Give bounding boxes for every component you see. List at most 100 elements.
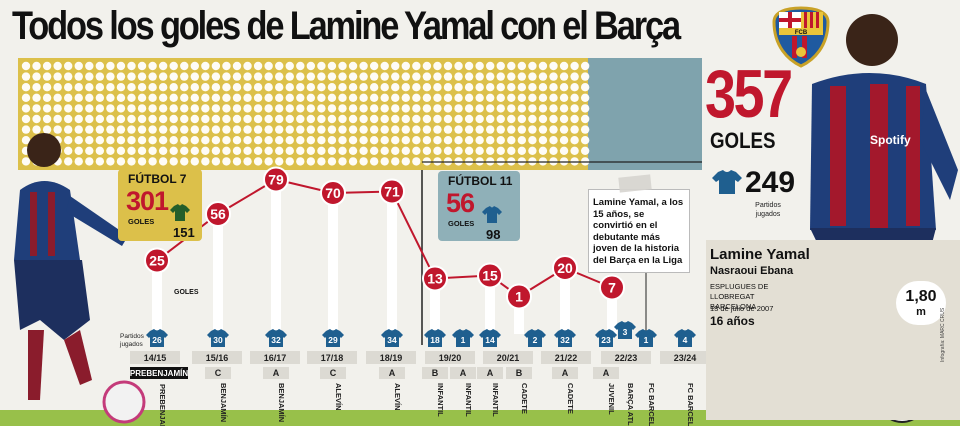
goal-dot-futbol7 xyxy=(222,61,231,71)
goal-dot-futbol7 xyxy=(106,72,115,81)
goal-dot-futbol7 xyxy=(348,114,358,124)
goal-column xyxy=(328,193,338,334)
goal-dot-futbol7 xyxy=(42,114,52,124)
goal-dot-futbol7 xyxy=(380,72,389,81)
goal-dot-futbol7 xyxy=(517,104,527,113)
category-label: BENJAMÍN xyxy=(277,383,286,422)
goal-dot-futbol7 xyxy=(412,61,421,71)
goal-dot-futbol7 xyxy=(148,61,157,71)
goal-dot-futbol7 xyxy=(559,146,569,155)
goal-dot-futbol7 xyxy=(243,83,252,92)
shirt-icon xyxy=(452,329,474,347)
goal-value-label: 71 xyxy=(384,184,400,200)
goal-dot-futbol7 xyxy=(359,146,368,155)
goal-dot-futbol7 xyxy=(306,61,316,71)
goal-dot-futbol7 xyxy=(85,104,94,113)
goal-dot-futbol7 xyxy=(63,125,73,134)
goal-dot-futbol7 xyxy=(95,157,105,166)
goal-column xyxy=(387,191,397,334)
goal-dot-futbol7 xyxy=(243,104,252,113)
matches-value-label: 1 xyxy=(461,335,466,345)
goal-dot-futbol7 xyxy=(106,114,115,124)
futbol11-label: FÚTBOL 11 xyxy=(448,174,513,188)
kid-shorts xyxy=(14,260,90,340)
goal-dot-futbol7 xyxy=(306,72,316,81)
kid-arm xyxy=(66,196,128,246)
goal-dot-futbol7 xyxy=(201,125,210,134)
goal-dot-futbol7 xyxy=(327,136,337,145)
season-label: 16/17 xyxy=(264,353,287,363)
goal-dot-futbol7 xyxy=(338,157,347,166)
goal-dot-futbol7 xyxy=(464,72,474,81)
season-label: 19/20 xyxy=(439,353,462,363)
goal-dot-futbol7 xyxy=(422,72,432,81)
matches-row-label: Partidos jugados xyxy=(120,333,144,348)
goal-dot-futbol7 xyxy=(180,83,189,92)
goal-dot-futbol7 xyxy=(580,114,590,124)
goal-dot-futbol7 xyxy=(180,125,189,134)
shirt-icon xyxy=(381,329,403,347)
goal-dot-futbol7 xyxy=(85,61,94,71)
goal-dot-futbol7 xyxy=(285,72,294,81)
goal-dot-futbol7 xyxy=(517,93,527,103)
goal-dot-futbol7 xyxy=(338,146,347,155)
goal-dot-futbol7 xyxy=(148,114,157,124)
goal-value-label: 13 xyxy=(427,271,443,287)
category-code-cell xyxy=(506,367,532,379)
goal-dot-futbol7 xyxy=(412,136,421,145)
futbol11-box xyxy=(438,171,520,241)
goal-dot-futbol7 xyxy=(243,93,252,103)
goal-dot-futbol7 xyxy=(85,72,94,81)
goal-dot-futbol7 xyxy=(348,136,358,145)
matches-value-label: 1 xyxy=(644,335,649,345)
goal-dot-futbol7 xyxy=(63,93,73,103)
goal-dot-futbol7 xyxy=(570,104,579,113)
goal-dot-futbol7 xyxy=(127,157,136,166)
goal-dot-futbol7 xyxy=(296,146,305,155)
goal-dot-futbol7 xyxy=(180,61,189,71)
goal-dot-futbol7 xyxy=(253,104,263,113)
goal-dot-futbol7 xyxy=(222,83,231,92)
goal-dot-futbol7 xyxy=(348,104,358,113)
goal-dot-futbol7 xyxy=(232,146,242,155)
goal-dot-futbol7 xyxy=(116,61,126,71)
goal-dot-futbol7 xyxy=(570,61,579,71)
goal-dot-futbol7 xyxy=(296,72,305,81)
goal-dot-futbol7 xyxy=(338,72,347,81)
goal-dot-futbol7 xyxy=(63,83,73,92)
goal-dot-futbol7 xyxy=(74,157,83,166)
goal-point xyxy=(320,180,346,206)
goal-dot-futbol7 xyxy=(580,61,590,71)
goal-dot-futbol7 xyxy=(580,72,590,81)
season-cell xyxy=(541,351,591,364)
goal-dot-futbol7 xyxy=(232,72,242,81)
goal-dot-futbol7 xyxy=(127,72,136,81)
goal-dot-futbol7 xyxy=(559,136,569,145)
category-code-label: A xyxy=(273,368,280,378)
goal-dot-futbol7 xyxy=(106,93,115,103)
goal-dot-futbol7 xyxy=(486,146,495,155)
goal-dot-futbol7 xyxy=(327,114,337,124)
goal-dot-futbol7 xyxy=(391,146,400,155)
goal-dot-futbol7 xyxy=(391,83,400,92)
goal-dot-futbol7 xyxy=(74,72,83,81)
goal-dot-futbol7 xyxy=(538,83,548,92)
goal-dot-futbol7 xyxy=(243,114,252,124)
total-goals-number: 357 xyxy=(705,56,793,132)
goal-dot-futbol7 xyxy=(306,114,316,124)
category-code-label: B xyxy=(432,368,439,378)
goal-dot-futbol7 xyxy=(475,83,484,92)
goal-dot-futbol7 xyxy=(137,72,147,81)
goal-point xyxy=(144,247,170,274)
football-icon xyxy=(102,380,146,424)
category-label: JUVENIL xyxy=(607,383,616,415)
shirt-icon xyxy=(424,329,446,347)
goal-dot-futbol7 xyxy=(264,104,273,113)
goal-dot-futbol7 xyxy=(401,83,410,92)
goal-dot-futbol7 xyxy=(275,72,284,81)
goal-dot-futbol7 xyxy=(74,136,83,145)
category-code-cell xyxy=(477,367,503,379)
goal-dot-futbol7 xyxy=(169,61,178,71)
goal-dot-futbol7 xyxy=(338,125,347,134)
goal-dot-futbol7 xyxy=(391,125,400,134)
